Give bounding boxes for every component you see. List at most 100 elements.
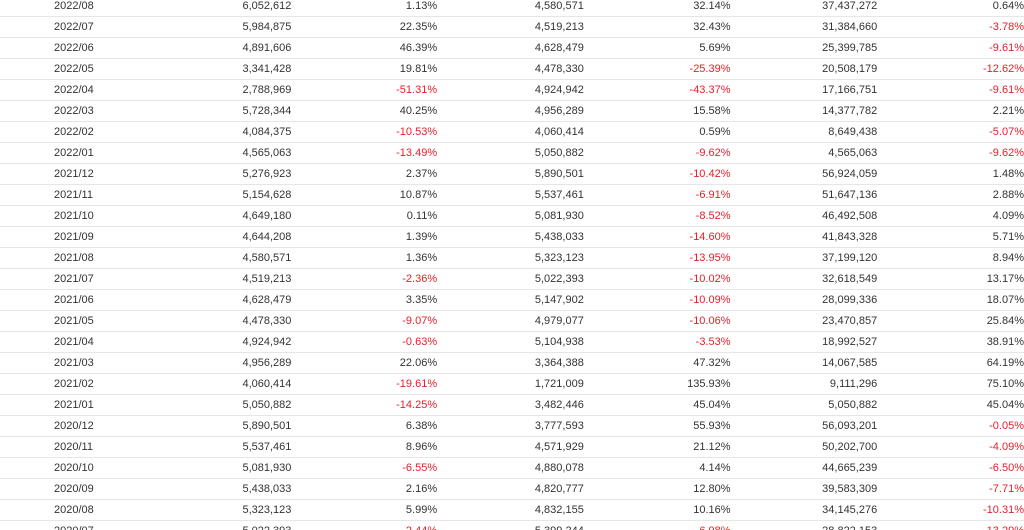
percent-cell: -3.53% (583, 331, 731, 353)
table-row: 2021/08 4,580,571 1.36% 5,323,123 -13.95% 37,… (0, 247, 1024, 269)
table-row: 2021/09 4,644,208 1.39% 5,438,033 -14.60% 41,… (0, 226, 1024, 248)
percent-cell: 2.37% (291, 163, 438, 185)
value-cell: 4,628,479 (437, 37, 584, 59)
value-cell: 20,508,179 (730, 58, 878, 80)
value-cell: 4,571,929 (437, 436, 584, 458)
value-cell: 5,537,461 (437, 184, 584, 206)
value-cell: 5,022,393 (437, 268, 584, 290)
month-cell: 2021/05 (0, 310, 181, 332)
percent-cell: 22.06% (291, 352, 438, 374)
month-cell: 2021/11 (0, 184, 181, 206)
value-cell: 5,276,923 (180, 163, 292, 185)
value-cell: 39,583,309 (730, 478, 878, 500)
percent-cell: -5.07% (877, 121, 1024, 143)
month-cell: 2021/07 (0, 268, 181, 290)
table-row: 2022/07 5,984,875 22.35% 4,519,213 32.43% 31,… (0, 16, 1024, 38)
percent-cell: -12.62% (877, 58, 1024, 80)
value-cell: 5,147,902 (437, 289, 584, 311)
percent-cell: 1.48% (877, 163, 1024, 185)
value-cell: 4,565,063 (730, 142, 878, 164)
month-cell: 2021/09 (0, 226, 181, 248)
value-cell: 25,399,785 (730, 37, 878, 59)
percent-cell: -10.31% (877, 499, 1024, 521)
table-row: 2020/11 5,537,461 8.96% 4,571,929 21.12% 50,2… (0, 436, 1024, 458)
percent-cell: 12.80% (583, 478, 731, 500)
percent-cell: -10.06% (583, 310, 731, 332)
percent-cell: -43.37% (583, 79, 731, 101)
value-cell: 9,111,296 (730, 373, 878, 395)
table-row: 2021/12 5,276,923 2.37% 5,890,501 -10.42% 56,… (0, 163, 1024, 185)
value-cell: 2,788,969 (180, 79, 292, 101)
percent-cell: 2.16% (291, 478, 438, 500)
value-cell: 1,721,009 (437, 373, 584, 395)
month-cell: 2020/10 (0, 457, 181, 479)
percent-cell: 3.35% (291, 289, 438, 311)
table-row: 2020/08 5,323,123 5.99% 4,832,155 10.16% 34,1… (0, 499, 1024, 521)
value-cell: 5,323,123 (437, 247, 584, 269)
value-cell: 5,890,501 (437, 163, 584, 185)
value-cell: 5,323,123 (180, 499, 292, 521)
percent-cell: -3.78% (877, 16, 1024, 38)
value-cell: 5,050,882 (730, 394, 878, 416)
value-cell: 37,437,272 (730, 0, 878, 17)
month-cell: 2020/12 (0, 415, 181, 437)
percent-cell: -6.91% (583, 184, 731, 206)
month-cell: 2022/01 (0, 142, 181, 164)
month-cell: 2022/03 (0, 100, 181, 122)
percent-cell: -0.63% (291, 331, 438, 353)
value-cell: 14,377,782 (730, 100, 878, 122)
percent-cell: 5.71% (877, 226, 1024, 248)
percent-cell: 4.14% (583, 457, 731, 479)
percent-cell: -51.31% (291, 79, 438, 101)
percent-cell: 19.81% (291, 58, 438, 80)
percent-cell: -9.61% (877, 79, 1024, 101)
percent-cell: 15.58% (583, 100, 731, 122)
table-row: 2021/03 4,956,289 22.06% 3,364,388 47.32% 14,… (0, 352, 1024, 374)
month-cell: 2021/12 (0, 163, 181, 185)
value-cell: 8,649,438 (730, 121, 878, 143)
month-cell: 2022/04 (0, 79, 181, 101)
percent-cell: 45.04% (877, 394, 1024, 416)
value-cell: 17,166,751 (730, 79, 878, 101)
percent-cell: 38.91% (877, 331, 1024, 353)
percent-cell: -4.09% (877, 436, 1024, 458)
value-cell: 4,060,414 (437, 121, 584, 143)
percent-cell: 4.09% (877, 205, 1024, 227)
percent-cell: -13.95% (583, 247, 731, 269)
value-cell: 34,145,276 (730, 499, 878, 521)
value-cell: 3,777,593 (437, 415, 584, 437)
month-cell: 2022/02 (0, 121, 181, 143)
month-cell: 2020/09 (0, 478, 181, 500)
table-row: 2021/07 4,519,213 -2.36% 5,022,393 -10.02% 32… (0, 268, 1024, 290)
percent-cell: 18.07% (877, 289, 1024, 311)
percent-cell: -7.71% (877, 478, 1024, 500)
value-cell: 56,093,201 (730, 415, 878, 437)
value-cell: 4,956,289 (437, 100, 584, 122)
percent-cell: -6.55% (291, 457, 438, 479)
month-cell: 2021/04 (0, 331, 181, 353)
value-cell: 5,438,033 (437, 226, 584, 248)
table-row: 2021/10 4,649,180 0.11% 5,081,930 -8.52% 46,4… (0, 205, 1024, 227)
value-cell: 5,050,882 (437, 142, 584, 164)
value-cell: 5,104,938 (437, 331, 584, 353)
value-cell: 46,492,508 (730, 205, 878, 227)
percent-cell: -2.36% (291, 268, 438, 290)
value-cell: 5,728,344 (180, 100, 292, 122)
percent-cell: 5.69% (583, 37, 731, 59)
value-cell: 3,364,388 (437, 352, 584, 374)
value-cell: 4,565,063 (180, 142, 292, 164)
table-row: 2020/09 5,438,033 2.16% 4,820,777 12.80% 39,5… (0, 478, 1024, 500)
value-cell: 4,880,078 (437, 457, 584, 479)
value-cell: 4,060,414 (180, 373, 292, 395)
percent-cell: -10.09% (583, 289, 731, 311)
value-cell: 5,081,930 (180, 457, 292, 479)
percent-cell: 1.13% (291, 0, 438, 17)
table-row: 2022/03 5,728,344 40.25% 4,956,289 15.58% 14,… (0, 100, 1024, 122)
value-cell: 56,924,059 (730, 163, 878, 185)
value-cell: 4,891,606 (180, 37, 292, 59)
month-cell: 2021/10 (0, 205, 181, 227)
percent-cell: -2.44% (291, 520, 438, 530)
value-cell: 4,979,077 (437, 310, 584, 332)
